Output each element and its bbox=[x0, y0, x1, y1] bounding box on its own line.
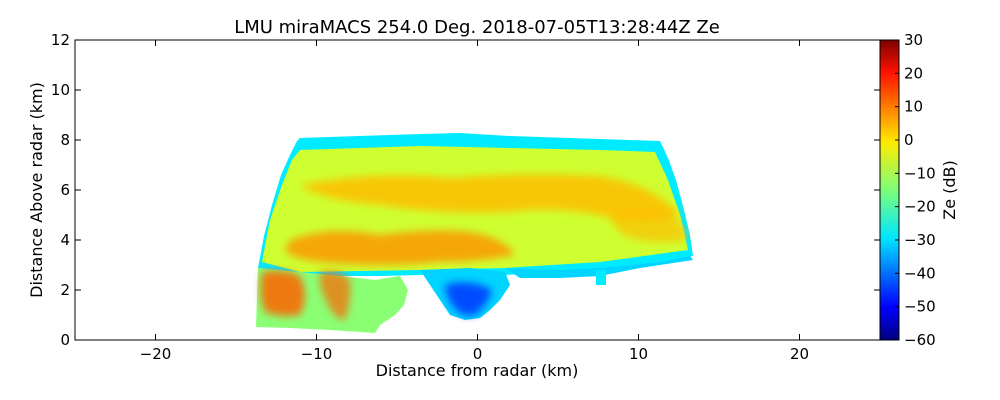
colorbar bbox=[879, 39, 900, 341]
colorbar-tick-label: −50 bbox=[904, 298, 936, 316]
y-tick-label: 0 bbox=[60, 331, 70, 349]
colorbar-tick-label: −30 bbox=[904, 231, 936, 249]
x-tick-label: 10 bbox=[629, 345, 648, 363]
y-tick-label: 8 bbox=[60, 131, 70, 149]
colorbar-label: Ze (dB) bbox=[940, 160, 959, 220]
y-axis: 0 2 4 6 8 10 12 bbox=[51, 31, 880, 349]
colorbar-tick-label: −60 bbox=[904, 331, 936, 349]
y-axis-label: Distance Above radar (km) bbox=[27, 82, 46, 298]
region-left-precipitation-shaft bbox=[260, 270, 305, 316]
y-tick-label: 12 bbox=[51, 31, 70, 49]
region-upper-cloud-top-edge bbox=[596, 270, 606, 285]
y-tick-label: 2 bbox=[60, 281, 70, 299]
region-central-low-cloud bbox=[505, 256, 693, 278]
x-tick-label: 0 bbox=[473, 345, 483, 363]
colorbar-tick-label: 20 bbox=[904, 64, 923, 82]
region-upper-cloud-core bbox=[300, 174, 680, 221]
x-axis: −20 −10 0 10 20 bbox=[140, 40, 809, 363]
colorbar-tick-label: 0 bbox=[904, 131, 914, 149]
region-central-low-cloud-core bbox=[445, 282, 492, 316]
y-tick-label: 6 bbox=[60, 181, 70, 199]
region-upper-cloud-core bbox=[610, 209, 688, 243]
colorbar-tick-label: −40 bbox=[904, 264, 936, 282]
chart-title: LMU miraMACS 254.0 Deg. 2018-07-05T13:28… bbox=[234, 17, 720, 38]
region-left-precipitation-shaft bbox=[319, 271, 351, 320]
colorbar-tick-label: 10 bbox=[904, 98, 923, 116]
colorbar-tick-label: 30 bbox=[904, 31, 923, 49]
y-tick-label: 10 bbox=[51, 81, 70, 99]
x-tick-label: −20 bbox=[140, 345, 172, 363]
reflectivity-field bbox=[256, 133, 693, 333]
x-tick-label: −10 bbox=[301, 345, 333, 363]
x-axis-label: Distance from radar (km) bbox=[376, 361, 579, 380]
colorbar-axis: −60 −50 −40 −30 −20 −10 0 10 20 30 bbox=[895, 31, 936, 349]
colorbar-tick-label: −20 bbox=[904, 198, 936, 216]
x-tick-label: 20 bbox=[790, 345, 809, 363]
colorbar-tick-label: −10 bbox=[904, 164, 936, 182]
region-melting-layer-band bbox=[285, 230, 515, 265]
y-tick-label: 4 bbox=[60, 231, 70, 249]
